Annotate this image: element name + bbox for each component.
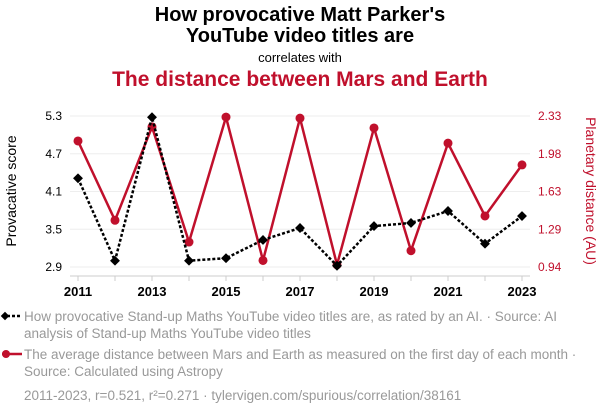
score-point bbox=[184, 255, 194, 266]
y-tick-left: 4.1 bbox=[45, 185, 62, 199]
distance-point bbox=[73, 136, 83, 146]
score-point bbox=[406, 218, 416, 228]
score-point bbox=[258, 234, 268, 245]
distance-point bbox=[443, 138, 453, 148]
distance-point bbox=[369, 123, 379, 133]
score-point bbox=[221, 253, 231, 264]
plot-area: 5.3 2.33 4.7 1.98 4.1 1.63 3.5 1.29 2.9 0.94 2011 2… bbox=[3, 109, 599, 299]
distance-point bbox=[406, 246, 416, 256]
score-point bbox=[332, 260, 342, 271]
score-point bbox=[480, 238, 490, 249]
y-axis-label-right: Planetary distance (AU) bbox=[583, 117, 599, 265]
score-point bbox=[295, 223, 305, 233]
legend-item-2: The average distance between Mars and Ea… bbox=[24, 347, 577, 379]
distance-point bbox=[110, 215, 120, 225]
score-point bbox=[147, 112, 157, 123]
title-line-2: YouTube video titles are bbox=[185, 25, 415, 47]
y-tick-right: 1.98 bbox=[538, 147, 562, 161]
x-tick-label: 2017 bbox=[286, 284, 315, 299]
y-tick-right: 1.63 bbox=[538, 185, 562, 199]
y-axis-label-left: Provacative score bbox=[3, 135, 19, 246]
title-line-1: How provocative Matt Parker's bbox=[154, 4, 446, 26]
x-tick-label: 2021 bbox=[434, 284, 463, 299]
score-point bbox=[369, 221, 379, 232]
y-tick-left: 3.5 bbox=[45, 222, 62, 236]
series-distance-line bbox=[76, 112, 524, 270]
y-tick-right: 0.94 bbox=[538, 260, 562, 274]
y-tick-right: 2.33 bbox=[538, 109, 562, 123]
legend-markers bbox=[0, 311, 22, 358]
score-point bbox=[73, 173, 83, 184]
legend-item-1: How provocative Stand-up Maths YouTube v… bbox=[24, 309, 558, 341]
x-tick-label: 2023 bbox=[508, 284, 537, 299]
distance-point bbox=[295, 113, 305, 123]
distance-point bbox=[221, 112, 231, 122]
distance-point bbox=[517, 160, 527, 170]
y-tick-right: 1.29 bbox=[538, 222, 562, 236]
x-tick-label: 2015 bbox=[212, 284, 241, 299]
score-point bbox=[517, 211, 527, 221]
y-tick-left: 5.3 bbox=[45, 109, 62, 123]
x-tick-label: 2013 bbox=[138, 284, 167, 299]
y-tick-left: 2.9 bbox=[45, 260, 62, 274]
y-tick-left: 4.7 bbox=[45, 147, 62, 161]
legend-circle-icon bbox=[2, 350, 10, 358]
x-tick-label: 2011 bbox=[64, 284, 92, 299]
footer: 2011-2023, r=0.521, r²=0.271 · tylervige… bbox=[24, 388, 462, 403]
correlates-label: correlates with bbox=[258, 50, 342, 65]
title-2: The distance between Mars and Earth bbox=[112, 68, 488, 91]
score-point bbox=[443, 206, 453, 216]
score-point bbox=[110, 255, 120, 266]
distance-point bbox=[480, 211, 490, 221]
distance-point bbox=[258, 255, 268, 265]
legend-diamond-icon bbox=[0, 311, 10, 321]
x-tick-label: 2019 bbox=[360, 284, 389, 299]
distance-point bbox=[184, 237, 194, 247]
